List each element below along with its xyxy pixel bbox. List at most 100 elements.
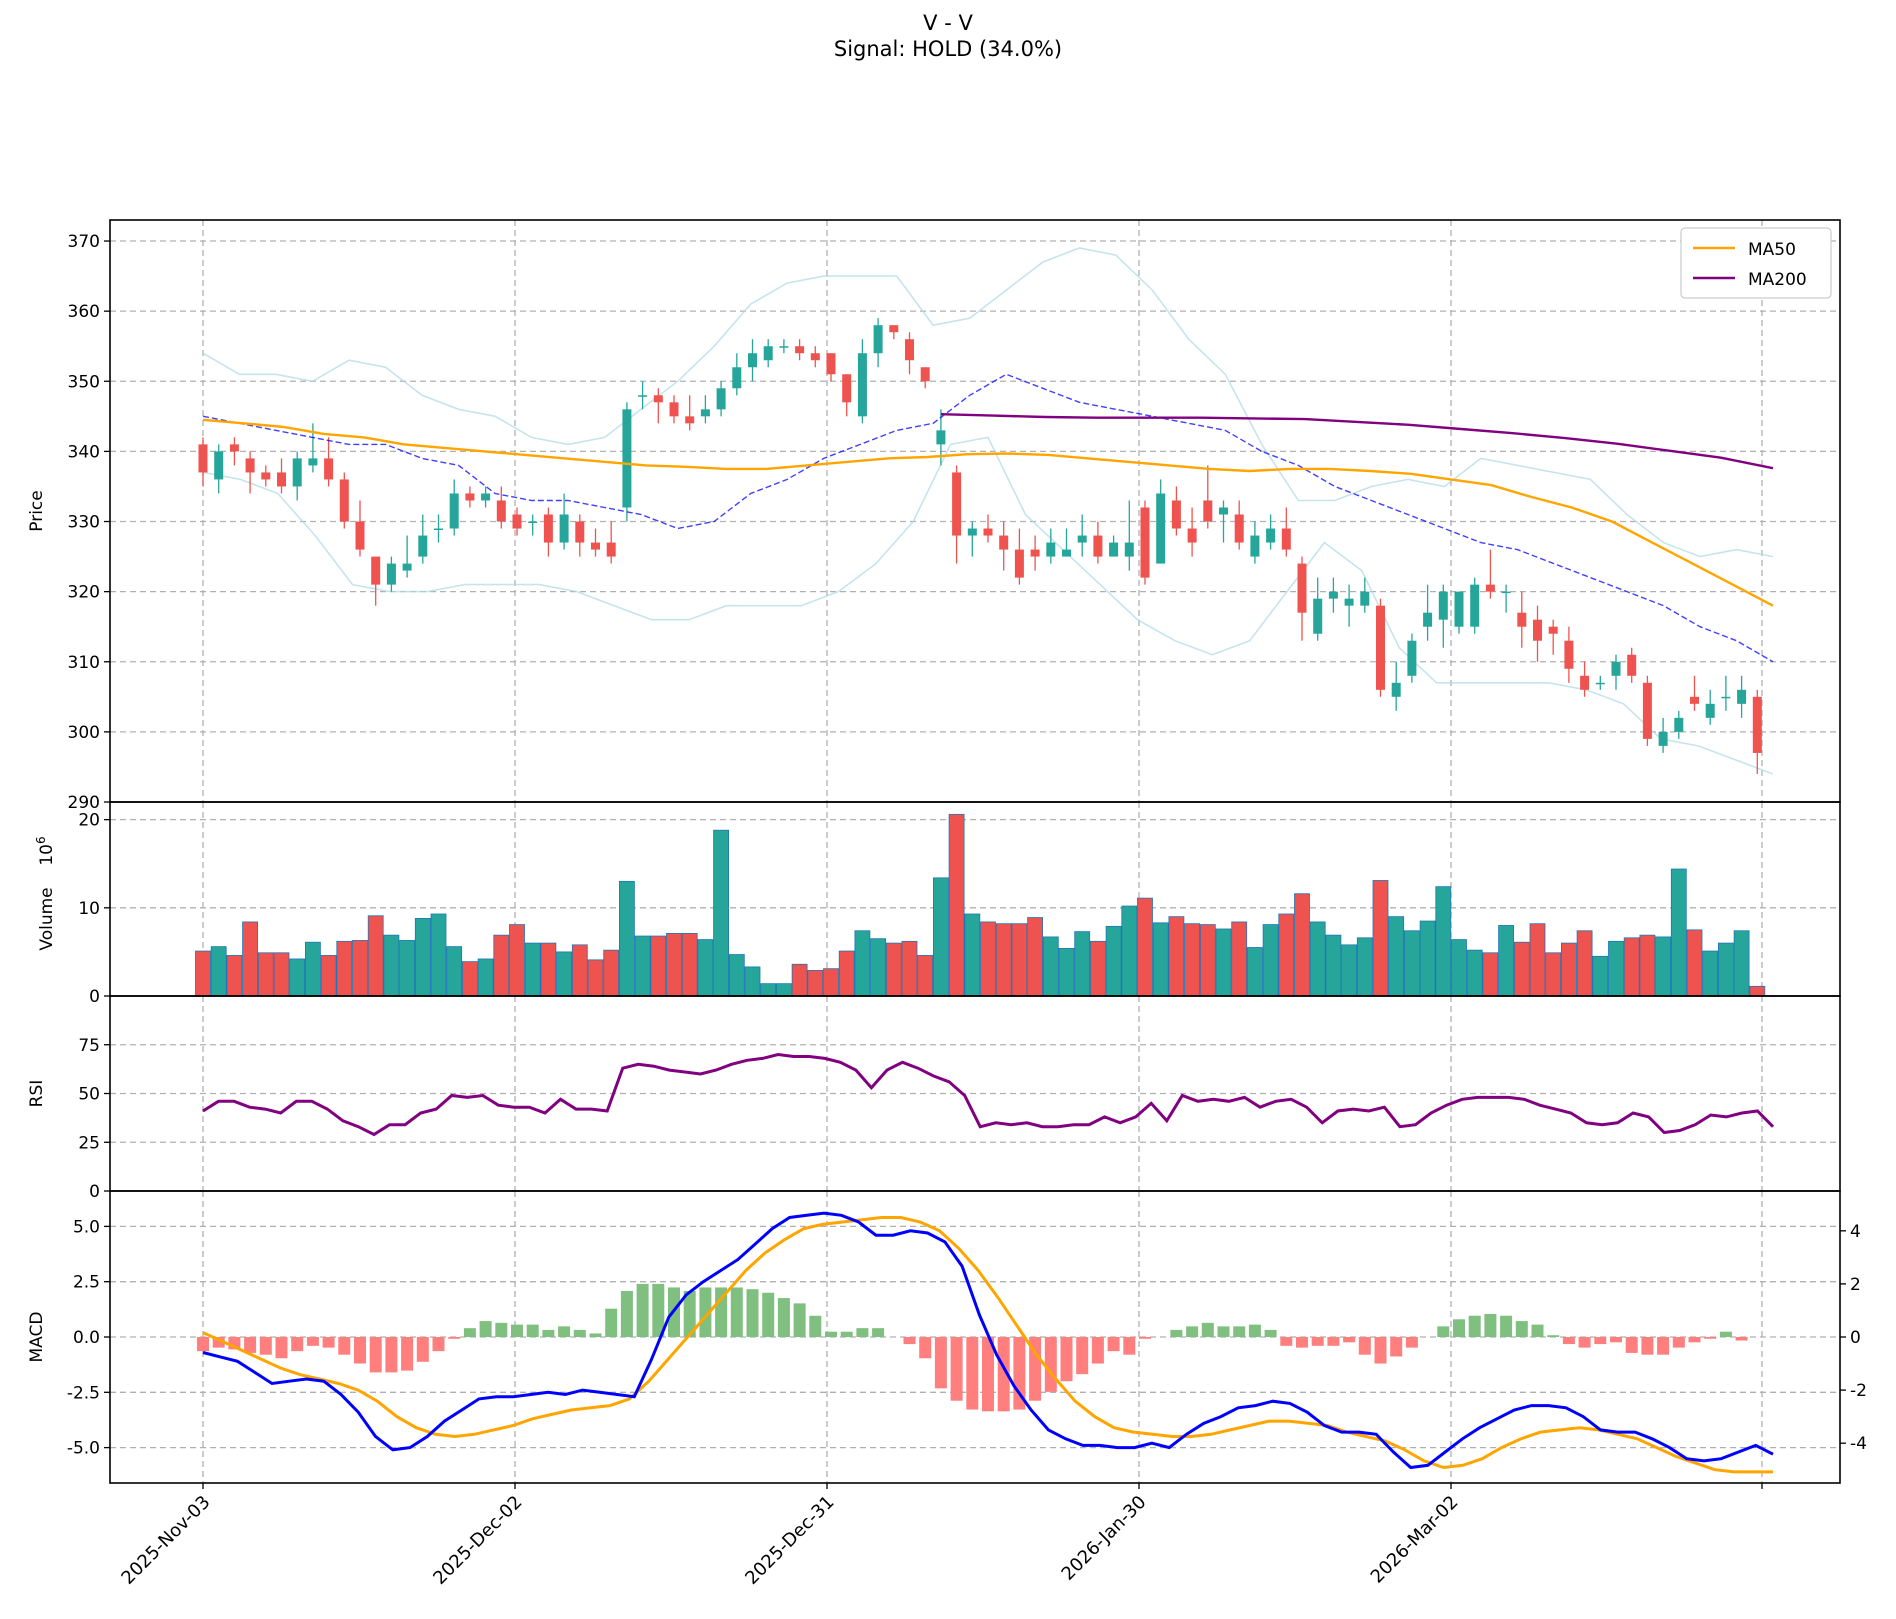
volume-bar bbox=[650, 935, 667, 997]
y-tick-label: 0 bbox=[89, 987, 100, 1007]
y-tick-label: 320 bbox=[68, 583, 100, 603]
volume-bar bbox=[1482, 952, 1499, 997]
macd-histogram-bar bbox=[982, 1337, 994, 1412]
volume-bar bbox=[1215, 928, 1232, 997]
volume-bar bbox=[195, 950, 211, 997]
candle-body bbox=[1109, 542, 1119, 557]
macd-line bbox=[202, 1211, 1774, 1470]
macd-histogram-bar bbox=[1719, 1331, 1732, 1337]
volume-bar bbox=[571, 944, 588, 997]
candle-body bbox=[1093, 535, 1103, 557]
macd-histogram-bar bbox=[699, 1287, 712, 1337]
candle-body bbox=[575, 521, 585, 543]
macd-histogram-bar bbox=[1704, 1337, 1717, 1339]
volume-bar bbox=[383, 934, 400, 997]
volume-bar bbox=[1451, 939, 1467, 997]
y-tick-label: 5.0 bbox=[73, 1217, 100, 1237]
y-tick-label: 0 bbox=[89, 1182, 100, 1202]
candle-body bbox=[700, 409, 710, 417]
candle-body bbox=[355, 521, 365, 550]
candle-body bbox=[1690, 696, 1699, 704]
legend: MA50 MA200 bbox=[1680, 227, 1832, 299]
candle-body bbox=[1297, 563, 1307, 613]
volume-bar bbox=[1592, 955, 1609, 997]
macd-histogram-bar bbox=[291, 1337, 304, 1352]
macd-axis-label: MACD bbox=[27, 1312, 47, 1363]
chart-title: V - V bbox=[923, 11, 973, 35]
macd-histogram-bar bbox=[1170, 1329, 1183, 1337]
volume-bar bbox=[1466, 949, 1483, 997]
macd-histogram-bar bbox=[1280, 1337, 1293, 1346]
macd-histogram-bar bbox=[275, 1337, 288, 1359]
macd-histogram-bar bbox=[1437, 1326, 1450, 1337]
macd-panel bbox=[197, 1211, 1774, 1474]
candle-body bbox=[748, 353, 757, 368]
volume-axis-label: Volume bbox=[37, 887, 57, 950]
macd-histogram-bar bbox=[966, 1337, 979, 1410]
candle-body bbox=[1014, 549, 1024, 578]
macd-histogram-bar bbox=[1735, 1337, 1748, 1341]
y-tick-label: 50 bbox=[78, 1085, 100, 1105]
volume-bar bbox=[1561, 942, 1577, 997]
candle-body bbox=[434, 528, 443, 531]
volume-bar bbox=[1027, 917, 1043, 997]
macd-histogram-bar bbox=[934, 1337, 947, 1389]
macd-histogram-bar bbox=[1657, 1337, 1670, 1355]
candle-body bbox=[1721, 696, 1731, 699]
volume-bar bbox=[1733, 930, 1750, 997]
macd-histogram-bar bbox=[495, 1322, 508, 1337]
legend-label-ma200: MA200 bbox=[1748, 270, 1807, 290]
macd-histogram-bar bbox=[1233, 1326, 1246, 1337]
candle-body bbox=[936, 430, 946, 445]
macd-histogram-bar bbox=[746, 1289, 759, 1337]
candle-body bbox=[1313, 598, 1323, 634]
candle-body bbox=[1548, 626, 1558, 634]
volume-bar bbox=[870, 938, 886, 997]
candle-body bbox=[1203, 500, 1213, 522]
macd-histogram-bar bbox=[1405, 1337, 1418, 1348]
ma200-line bbox=[940, 413, 1774, 470]
macd-histogram-bar bbox=[463, 1328, 476, 1337]
volume-bar bbox=[681, 932, 698, 997]
candle-body bbox=[1485, 584, 1495, 592]
y2-tick-label: 4 bbox=[1850, 1222, 1861, 1242]
macd-histogram-bar bbox=[1060, 1337, 1073, 1382]
macd-histogram-bar bbox=[416, 1337, 429, 1362]
macd-histogram-bar bbox=[872, 1328, 885, 1337]
macd-histogram-bar bbox=[1562, 1337, 1575, 1345]
y-tick-label: 10 bbox=[78, 899, 100, 919]
x-tick-label: 2025-Dec-02 bbox=[429, 1492, 526, 1589]
macd-histogram-bar bbox=[1123, 1337, 1136, 1355]
rsi-axis-label: RSI bbox=[27, 1080, 47, 1108]
volume-bar bbox=[1199, 924, 1216, 997]
volume-bar bbox=[760, 983, 777, 997]
candle-body bbox=[1470, 584, 1480, 627]
volume-bar bbox=[1278, 913, 1295, 997]
candle-body bbox=[229, 444, 239, 452]
volume-bar bbox=[1105, 925, 1122, 997]
macd-signal-line bbox=[202, 1216, 1773, 1474]
volume-bar bbox=[948, 813, 965, 997]
macd-histogram-bar bbox=[1515, 1321, 1528, 1337]
macd-histogram-bar bbox=[1453, 1319, 1465, 1337]
candle-body bbox=[1360, 591, 1370, 606]
macd-histogram-bar bbox=[432, 1337, 445, 1352]
macd-histogram-bar bbox=[1374, 1337, 1387, 1364]
candle-body bbox=[983, 528, 993, 536]
macd-histogram-bar bbox=[306, 1337, 319, 1346]
chart-subtitle: Signal: HOLD (34.0%) bbox=[833, 37, 1063, 61]
candle-body bbox=[496, 500, 506, 522]
y-tick-label: 2.5 bbox=[73, 1273, 100, 1293]
macd-histogram-bar bbox=[620, 1290, 633, 1337]
candle-body bbox=[1564, 640, 1574, 669]
macd-histogram-bar bbox=[715, 1287, 728, 1337]
volume-bar bbox=[1372, 880, 1389, 997]
macd-histogram-bar bbox=[1358, 1337, 1371, 1355]
y-tick-label: 0.0 bbox=[73, 1328, 100, 1348]
volume-bar bbox=[933, 877, 949, 997]
candle-body bbox=[622, 409, 632, 508]
volume-bar bbox=[1074, 931, 1091, 997]
candle-body bbox=[308, 458, 318, 466]
volume-bar bbox=[1090, 940, 1106, 997]
volume-bar bbox=[587, 959, 604, 997]
